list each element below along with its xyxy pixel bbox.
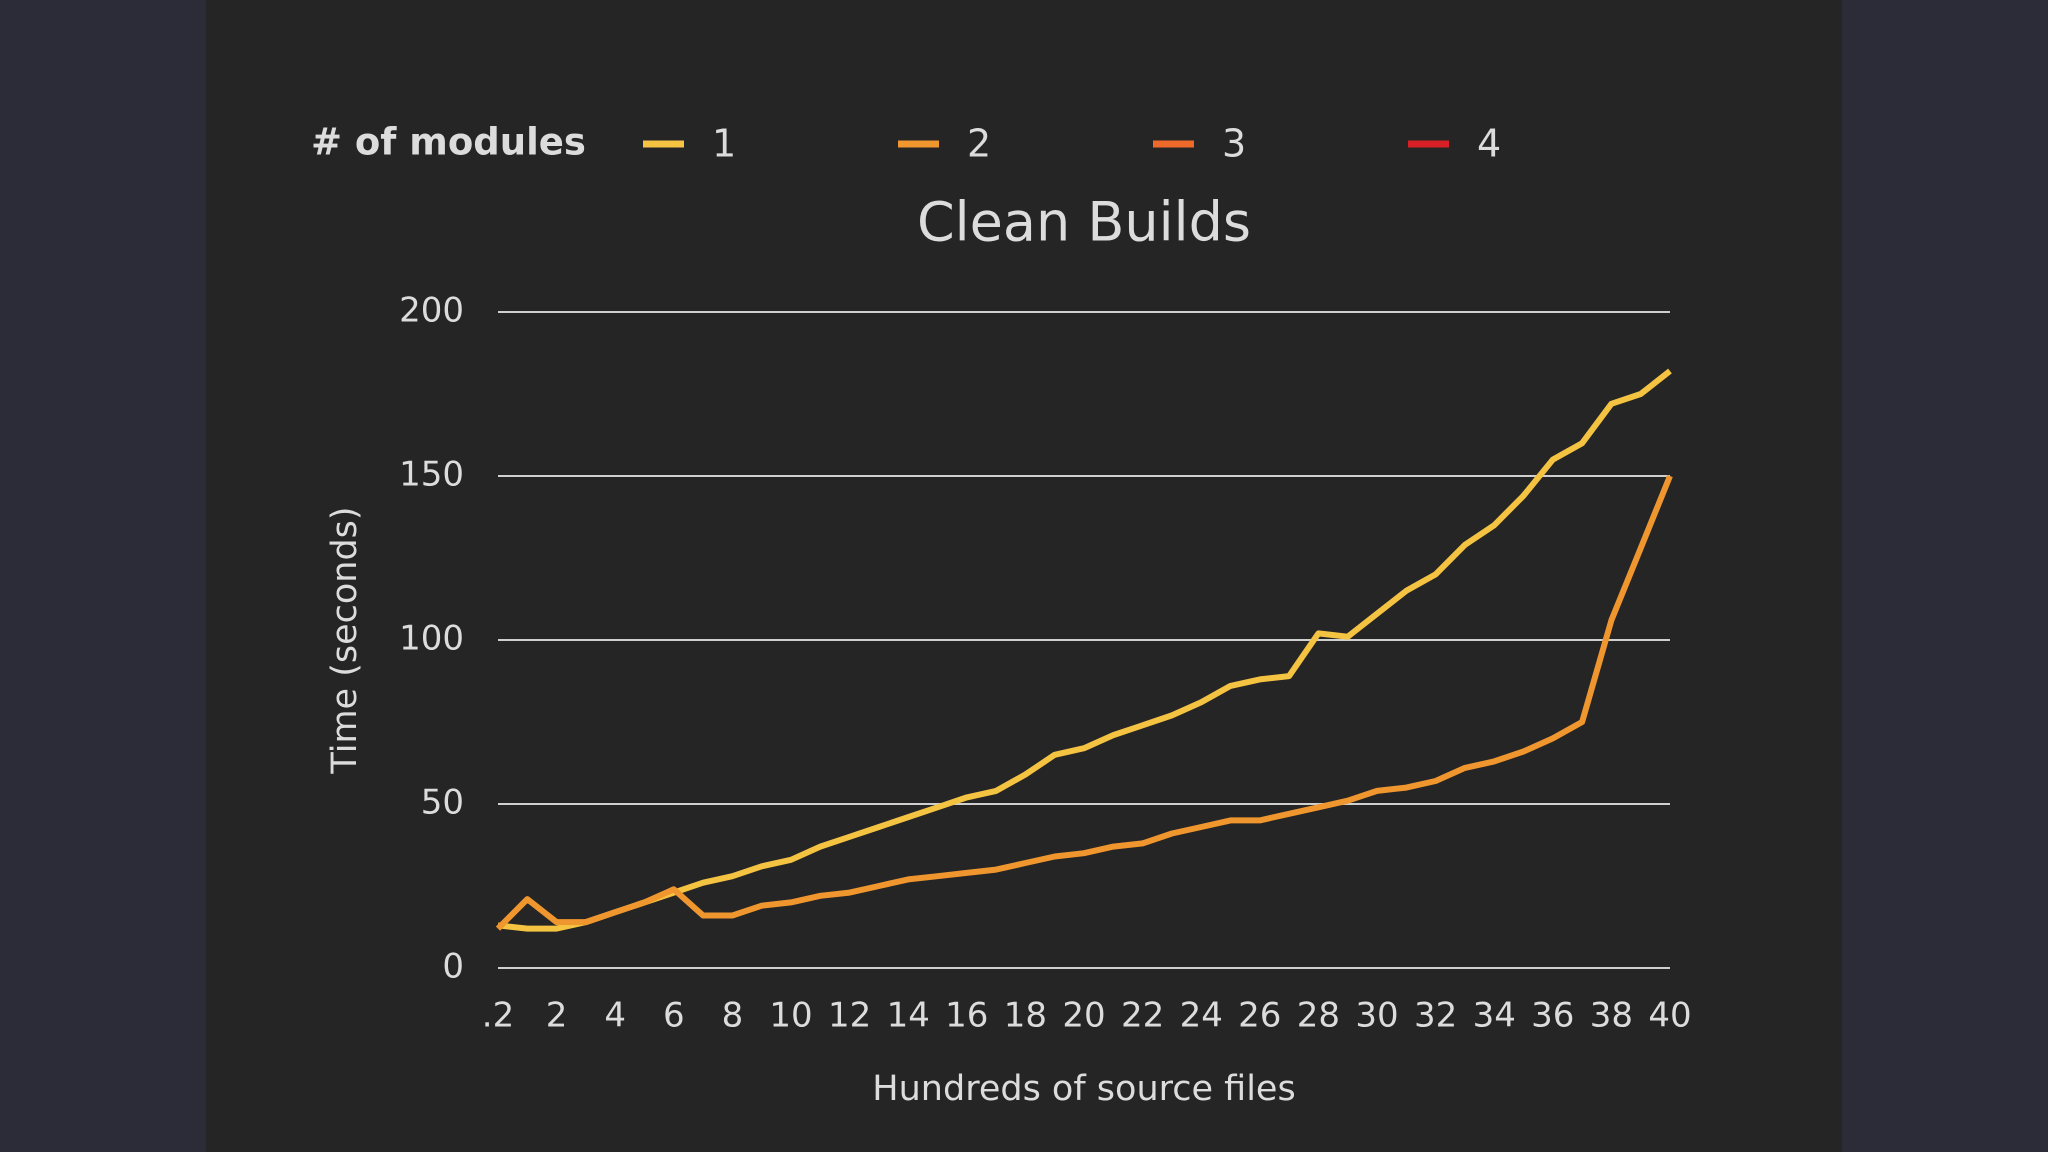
x-tick-label: 28 [1297, 996, 1340, 1036]
series-line [497, 368, 1672, 932]
x-tick-label: 16 [945, 996, 988, 1036]
slide [206, 0, 1842, 1152]
x-tick-label: 20 [1062, 996, 1105, 1036]
y-tick-label: 200 [399, 291, 464, 331]
y-tick-label: 50 [421, 783, 464, 823]
y-tick-label: 100 [399, 619, 464, 659]
legend-label: 4 [1477, 122, 1501, 166]
legend-label: 2 [967, 122, 991, 166]
x-tick-label: 8 [722, 996, 744, 1036]
x-tick-label: 12 [828, 996, 871, 1036]
x-tick-label: 38 [1590, 996, 1633, 1036]
x-tick-label: 26 [1238, 996, 1281, 1036]
legend-label: 3 [1222, 122, 1246, 166]
x-tick-label: 22 [1121, 996, 1164, 1036]
x-tick-label: 6 [663, 996, 685, 1036]
x-tick-label: 30 [1355, 996, 1398, 1036]
x-tick-label: 18 [1004, 996, 1047, 1036]
x-axis-label: Hundreds of source files [872, 1069, 1295, 1109]
x-tick-label: 24 [1180, 996, 1223, 1036]
series-line [495, 474, 1673, 931]
legend-label: 1 [712, 122, 736, 166]
x-tick-label: 40 [1648, 996, 1691, 1036]
chart-title: Clean Builds [917, 191, 1251, 254]
x-tick-label: 2 [546, 996, 568, 1036]
x-tick-label: 32 [1414, 996, 1457, 1036]
y-tick-label: 0 [442, 947, 464, 987]
y-tick-label: 150 [399, 455, 464, 495]
x-tick-label: 36 [1531, 996, 1574, 1036]
x-tick-label: 34 [1473, 996, 1516, 1036]
legend-title: # of modules [311, 121, 586, 164]
x-tick-label: .2 [482, 996, 514, 1036]
x-tick-label: 4 [604, 996, 626, 1036]
x-tick-label: 10 [769, 996, 812, 1036]
y-axis-label: Time (seconds) [325, 506, 365, 774]
x-tick-label: 14 [887, 996, 930, 1036]
